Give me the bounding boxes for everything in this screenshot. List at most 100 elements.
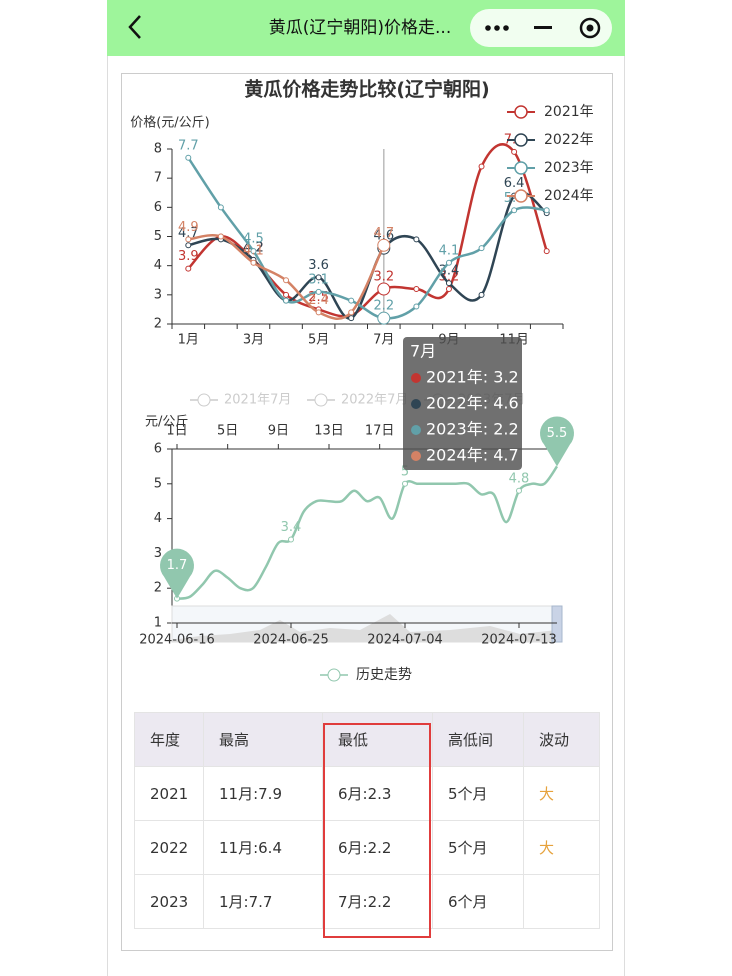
y-tick-label: 5: [154, 476, 162, 491]
point: [478, 163, 485, 170]
point: [413, 286, 420, 292]
data-label: 3.1: [308, 272, 329, 287]
cell-text: 5个月: [448, 785, 488, 803]
x-tick-label: 1月: [178, 333, 199, 348]
tooltip-item: 2024年: 4.7: [426, 446, 519, 465]
series-line: [188, 233, 385, 320]
cell-text: 2021: [150, 784, 189, 803]
data-label: 4.1: [243, 243, 264, 258]
cell-text: 2022: [150, 838, 189, 857]
page-title: 黄瓜(辽宁朝阳)价格走...: [269, 18, 451, 38]
close-button[interactable]: [579, 17, 601, 39]
x-tick-label: 2024-06-25: [253, 633, 329, 648]
tooltip-title: 7月: [410, 342, 436, 361]
x-tick-label: 2024-07-13: [481, 633, 557, 648]
point: [315, 274, 322, 281]
zoom-preview: [172, 614, 557, 642]
mark-pin-label: 5.5: [547, 426, 568, 441]
tooltip-dot: [411, 425, 421, 435]
more-button[interactable]: [485, 25, 509, 31]
cell-text: 大: [539, 785, 555, 803]
back-button[interactable]: [128, 15, 141, 39]
data-label: 3.6: [308, 258, 329, 273]
point: [348, 315, 355, 322]
point: [511, 207, 518, 214]
cell-text: 波动: [539, 731, 570, 749]
legend-label: 2024年: [544, 188, 594, 204]
tooltip-dot: [411, 399, 421, 409]
point: [445, 259, 452, 266]
point: [445, 280, 452, 287]
data-label: 3.9: [178, 249, 199, 264]
charts: 黄瓜价格走势比较(辽宁朝阳)价格(元/公斤)23456781月3月5月7月9月1…: [130, 78, 594, 684]
x-tick-label: 5月: [308, 333, 329, 348]
legend-symbol: [327, 668, 341, 682]
y-tick-label: 4: [154, 258, 162, 273]
tooltip-item: 2021年: 3.2: [426, 368, 519, 387]
point: [185, 154, 192, 161]
point: [315, 309, 322, 316]
table-cell: 高低间: [432, 712, 524, 767]
x-tick-label: 2024-06-16: [139, 633, 215, 648]
data-label: 2.2: [373, 299, 394, 314]
table-row: 2022 11月:6.4 6月:2.2 5个月 大: [134, 820, 600, 875]
table-row: 2023 1月:7.7 7月:2.2 6个月: [134, 874, 600, 929]
x-tick-label: 7月: [373, 333, 394, 348]
data-label: 5: [401, 464, 409, 479]
table-cell: 最高: [203, 712, 323, 767]
y-tick-label: 6: [154, 200, 162, 215]
cell-text: 最高: [219, 731, 250, 749]
tooltip-dot: [411, 451, 421, 461]
minimize-button[interactable]: [534, 26, 552, 29]
table-cell: 2022: [134, 820, 204, 875]
series-line: [187, 157, 547, 320]
point: [478, 245, 485, 252]
y-tick-label: 1: [154, 616, 162, 631]
data-label: 3.2: [373, 270, 394, 285]
cell-text: 5个月: [448, 839, 488, 857]
series-line: [188, 190, 548, 320]
data-label: 4.9: [178, 220, 199, 235]
y-tick-label: 2: [154, 317, 162, 332]
legend-symbol: [514, 133, 528, 147]
tooltip-item: 2022年: 4.6: [426, 394, 519, 413]
cell-text: 6月:2.2: [338, 839, 392, 857]
table-cell: 6个月: [432, 874, 524, 929]
point: [377, 282, 391, 296]
legend-symbol: [197, 393, 211, 407]
series-line: [176, 465, 559, 600]
mark-pin: [159, 548, 194, 599]
summary-table: 年度 最高 最低 高低间 波动 2021 11月:7.9 6月:2.3 5个月大 2022 11月:…: [134, 712, 600, 929]
top-tick-label: 1日: [166, 424, 187, 439]
table-cell: 大: [523, 820, 600, 875]
table-cell: 波动: [523, 712, 600, 767]
table-cell: [523, 874, 600, 929]
point: [348, 309, 355, 316]
legend-label: 2021年: [544, 104, 594, 120]
top-tick-label: 9日: [268, 424, 289, 439]
y-tick-label: 5: [154, 229, 162, 244]
point: [511, 148, 518, 155]
top-tick-label: 5日: [217, 424, 238, 439]
y-tick-label: 3: [154, 287, 162, 302]
x-tick-label: 3月: [243, 333, 264, 348]
point: [478, 291, 485, 298]
series-line: [187, 143, 548, 318]
point: [348, 297, 355, 304]
table-cell: 6月:2.2: [322, 820, 433, 875]
mark-pin: [540, 416, 574, 467]
table-cell: 5个月: [432, 820, 524, 875]
chart-title: 黄瓜价格走势比较(辽宁朝阳): [244, 78, 489, 101]
top-tick-label: 13日: [314, 424, 344, 439]
header: 黄瓜(辽宁朝阳)价格走...: [128, 9, 612, 47]
point: [377, 311, 391, 325]
y-axis-label: 价格(元/公斤): [130, 115, 210, 131]
point: [283, 277, 290, 284]
point: [402, 480, 408, 487]
cell-text: 年度: [150, 731, 181, 749]
table-cell: 1月:7.7: [203, 874, 323, 929]
legend-label: 历史走势: [356, 667, 412, 683]
cell-text: 高低间: [448, 731, 494, 749]
data-label: 4.7: [373, 226, 394, 241]
data-label: 4.8: [509, 471, 530, 486]
